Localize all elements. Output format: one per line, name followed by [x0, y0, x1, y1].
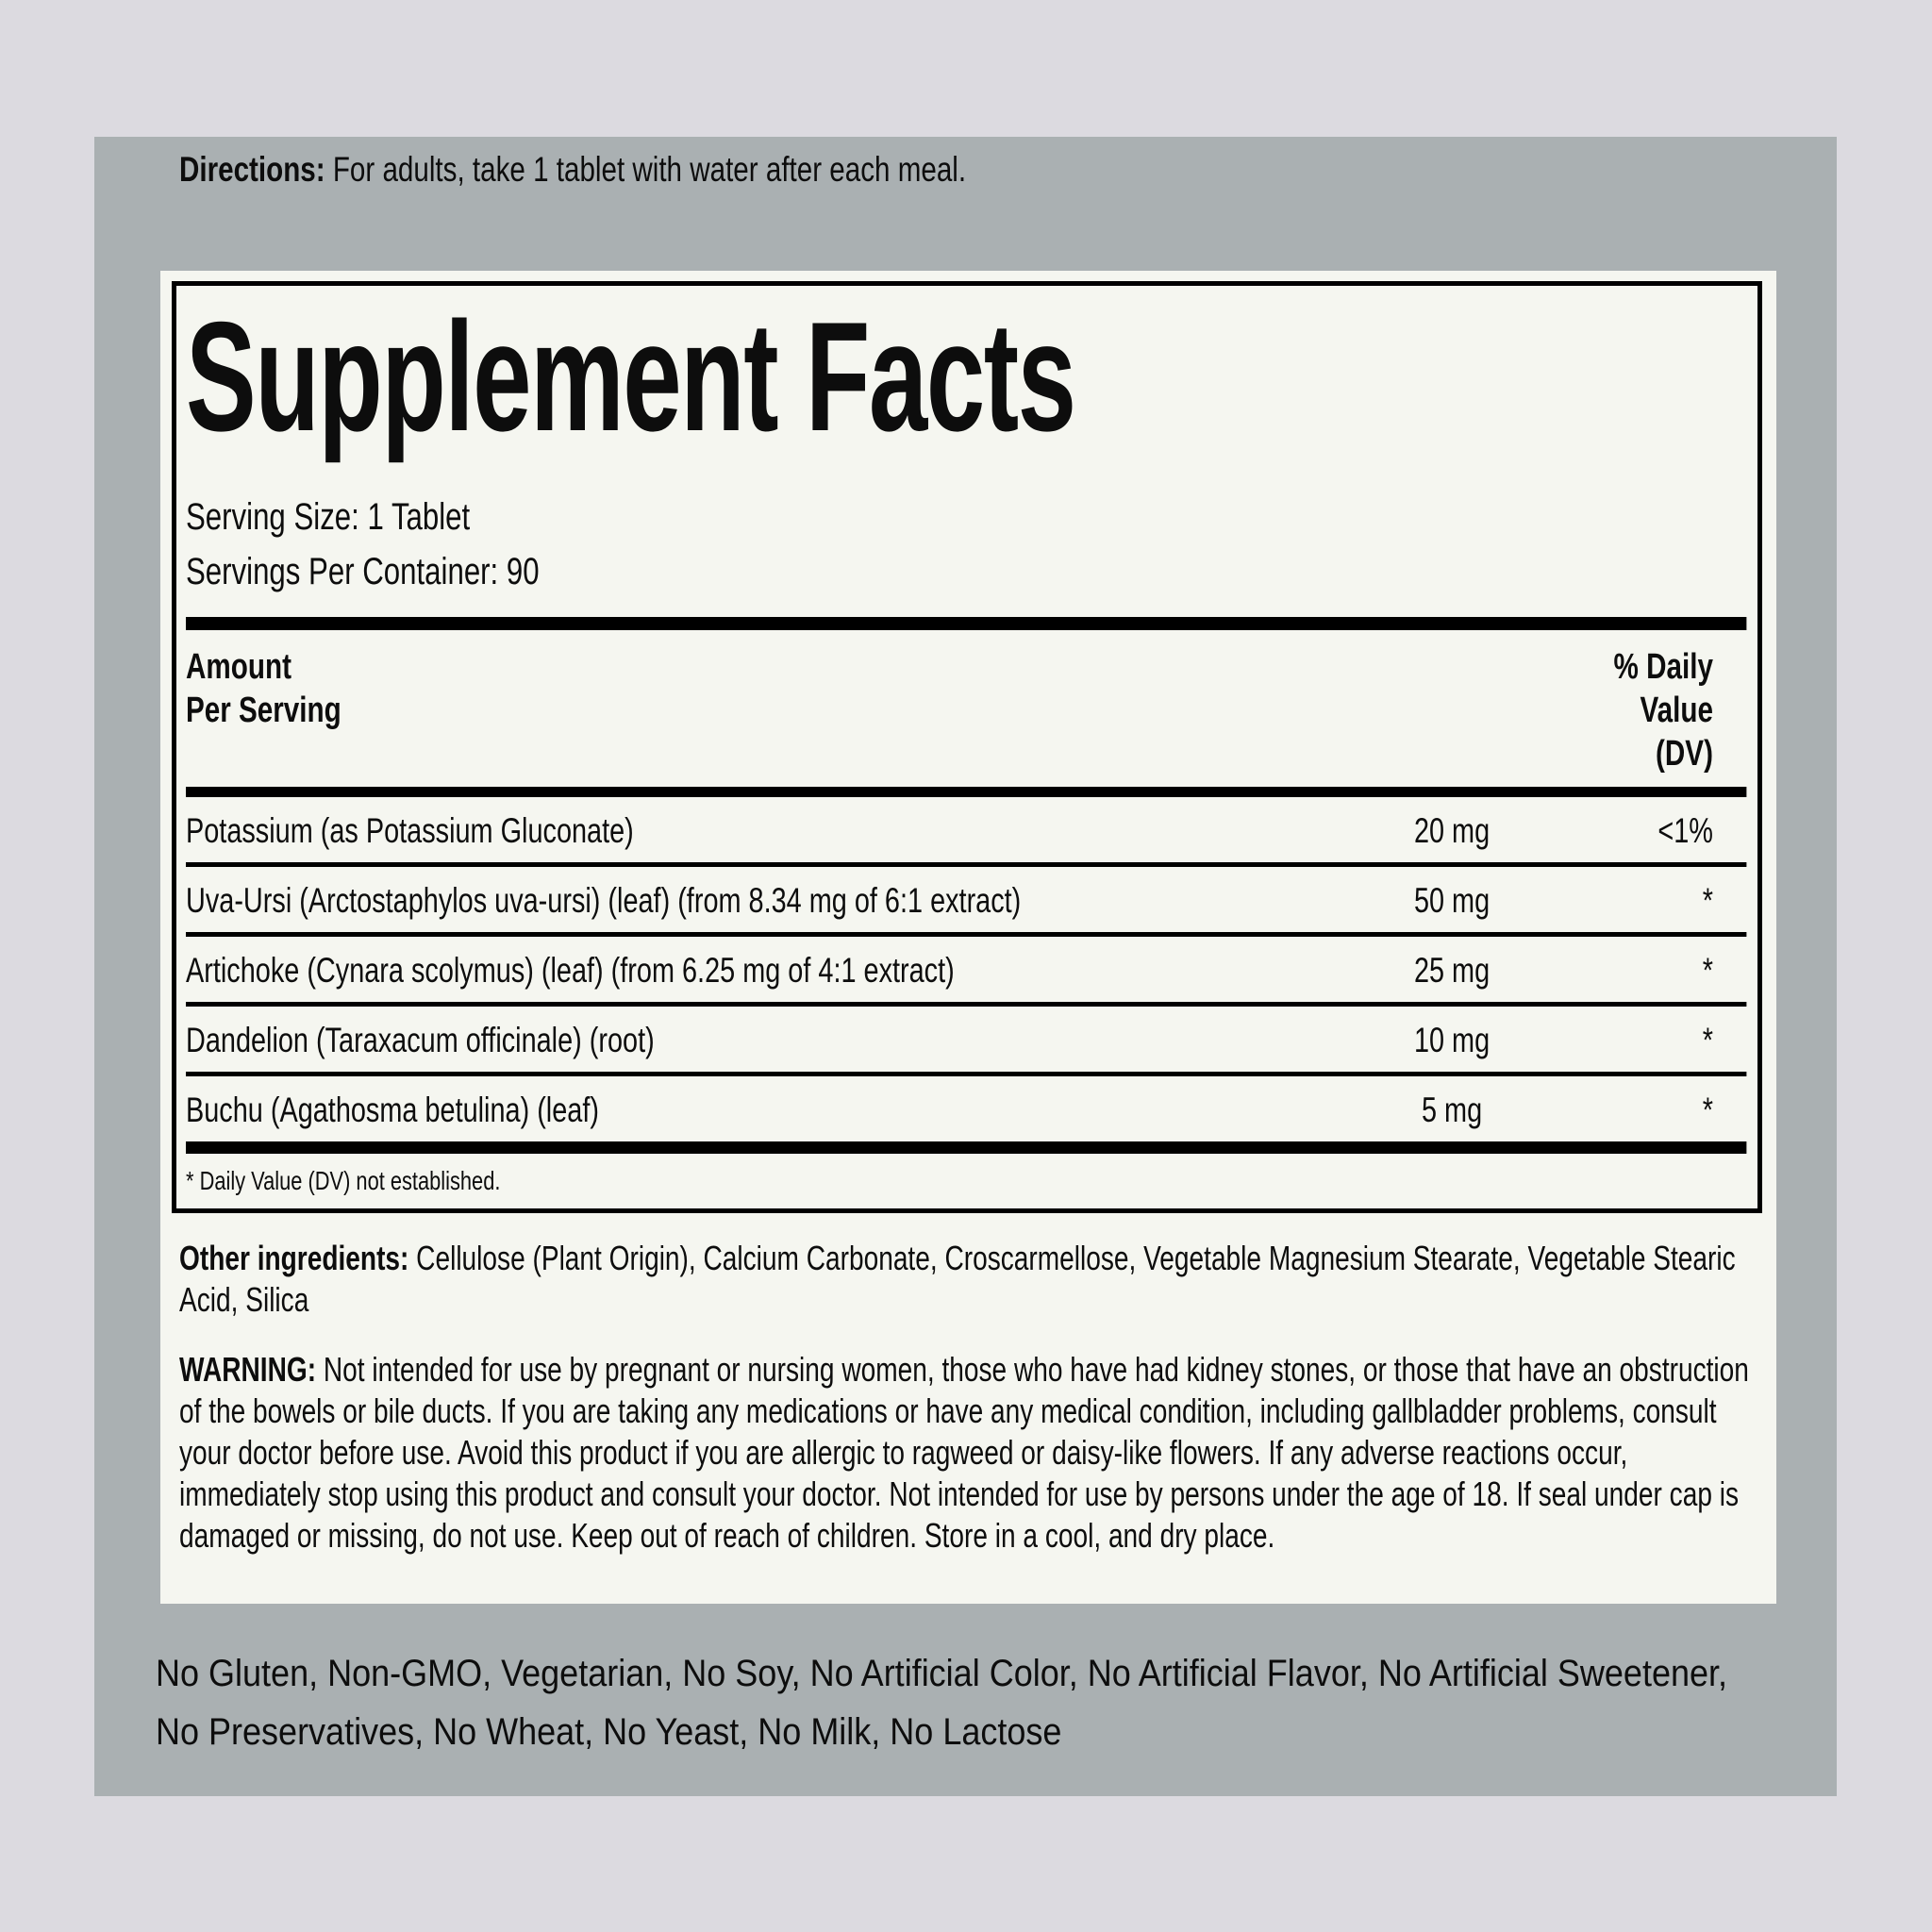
product-label-panel: Directions: For adults, take 1 tablet wi… — [94, 137, 1837, 1796]
ingredient-name: Potassium (as Potassium Gluconate) — [186, 811, 634, 850]
other-ingredients-text: Cellulose (Plant Origin), Calcium Carbon… — [179, 1239, 1736, 1319]
thick-divider-header — [186, 787, 1747, 797]
ingredient-name: Uva-Ursi (Arctostaphylos uva-ursi) (leaf… — [186, 881, 1022, 920]
claims-text: No Gluten, Non-GMO, Vegetarian, No Soy, … — [156, 1653, 1728, 1753]
ingredient-name: Artichoke (Cynara scolymus) (leaf) (from… — [186, 951, 955, 990]
daily-value-header-line3: (DV) — [1656, 734, 1713, 774]
ingredient-name: Buchu (Agathosma betulina) (leaf) — [186, 1091, 599, 1129]
ingredient-row: Buchu (Agathosma betulina) (leaf) 5 mg * — [186, 1076, 1746, 1141]
daily-value-header-line1: % Daily — [1613, 647, 1713, 687]
supplement-facts-title-text: Supplement Facts — [186, 290, 1076, 463]
warning-label: WARNING: — [179, 1350, 317, 1389]
ingredient-rows: Potassium (as Potassium Gluconate) 20 mg <… — [186, 797, 1747, 1141]
amount-header-line1: Amount — [186, 647, 291, 687]
ingredient-row: Dandelion (Taraxacum officinale) (root) 1… — [186, 1007, 1747, 1076]
daily-value-footnote: * Daily Value (DV) not established. — [186, 1166, 501, 1195]
column-header-row: Amount Per Serving % Daily Value (DV) — [186, 630, 1746, 775]
ingredient-amount: 5 mg — [1421, 1091, 1483, 1129]
ingredient-row: Artichoke (Cynara scolymus) (leaf) (from… — [186, 937, 1747, 1007]
servings-per-container: Servings Per Container: 90 — [186, 551, 540, 592]
supplement-facts-box: Supplement Facts Serving Size: 1 Tablet … — [160, 271, 1776, 1604]
ingredient-row: Uva-Ursi (Arctostaphylos uva-ursi) (leaf… — [186, 867, 1747, 937]
ingredient-dv: * — [1702, 1091, 1713, 1129]
other-ingredients-label: Other ingredients: — [179, 1239, 409, 1277]
directions-text: For adults, take 1 tablet with water aft… — [325, 150, 967, 189]
ingredient-dv: * — [1702, 951, 1713, 990]
thick-divider-top — [186, 617, 1747, 630]
ingredient-name: Dandelion (Taraxacum officinale) (root) — [186, 1021, 655, 1059]
daily-value-header-line2: Value — [1640, 691, 1713, 730]
ingredient-amount: 10 mg — [1413, 1021, 1491, 1059]
directions-label: Directions: — [179, 150, 325, 189]
ingredient-amount: 20 mg — [1413, 811, 1491, 850]
daily-value-header: % Daily Value (DV) — [1522, 645, 1746, 775]
amount-header-line2: Per Serving — [186, 691, 341, 730]
ingredient-row: Potassium (as Potassium Gluconate) 20 mg <… — [186, 797, 1747, 867]
ingredient-dv: <1% — [1657, 811, 1713, 850]
warning: WARNING: Not intended for use by pregnan… — [179, 1349, 1755, 1557]
serving-size: Serving Size: 1 Tablet — [186, 496, 471, 538]
ingredient-dv: * — [1702, 1021, 1713, 1059]
supplement-facts-table: Supplement Facts Serving Size: 1 Tablet … — [172, 281, 1762, 1213]
ingredient-dv: * — [1702, 881, 1713, 920]
directions-line: Directions: For adults, take 1 tablet wi… — [179, 148, 1922, 192]
other-ingredients: Other ingredients: Cellulose (Plant Orig… — [179, 1238, 1755, 1321]
supplement-facts-title: Supplement Facts — [186, 295, 1746, 458]
warning-text: Not intended for use by pregnant or nurs… — [179, 1350, 1749, 1555]
ingredient-amount: 50 mg — [1413, 881, 1491, 920]
facts-table-content: Supplement Facts Serving Size: 1 Tablet … — [186, 295, 1747, 1195]
thick-divider-bottom — [186, 1141, 1747, 1154]
amount-header: Amount Per Serving — [186, 645, 1522, 775]
ingredient-amount: 25 mg — [1413, 951, 1491, 990]
